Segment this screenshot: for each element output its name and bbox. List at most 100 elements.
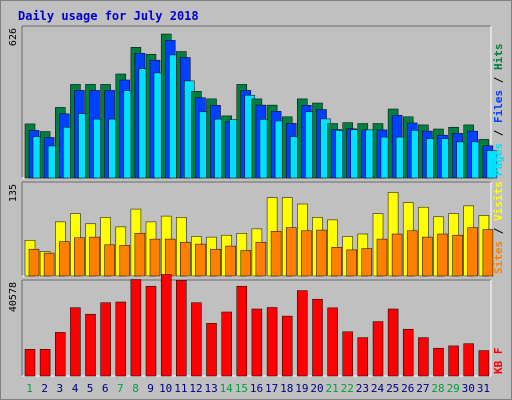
- bar-sites-day-24: [376, 238, 388, 277]
- bar-sites-day-20: [316, 229, 327, 277]
- bar-kb-f-day-3: [55, 332, 66, 377]
- x-tick-label-day-31: 31: [477, 382, 490, 395]
- bar-sites-day-5: [89, 236, 100, 277]
- bar-sites-day-4: [74, 237, 85, 277]
- bar-sites-day-3: [59, 241, 70, 277]
- panel-1-max-label: 626: [8, 28, 19, 46]
- bar-sites-day-15: [240, 250, 252, 277]
- bar-sites-day-22: [346, 249, 357, 277]
- bar-sites-day-14: [225, 245, 236, 277]
- bar-kb-f-day-10: [160, 274, 172, 377]
- legend-separator: /: [492, 70, 505, 90]
- x-tick-label-day-29: 29: [447, 382, 460, 395]
- x-tick-label-day-8: 8: [132, 382, 139, 395]
- bar-sites-day-2: [43, 252, 55, 277]
- x-tick-label-day-21: 21: [325, 382, 338, 395]
- bar-sites-day-25: [391, 233, 403, 277]
- bar-kb-f-day-2: [39, 349, 51, 377]
- bar-sites-day-13: [210, 248, 221, 277]
- bar-sites-day-23: [361, 248, 373, 277]
- x-tick-label-day-17: 17: [265, 382, 278, 395]
- x-tick-label-day-3: 3: [56, 382, 63, 395]
- bar-kb-f-day-17: [266, 307, 278, 377]
- legend-pages: Pages: [492, 143, 505, 176]
- bar-sites-day-18: [285, 227, 297, 277]
- bar-kb-f-day-5: [85, 313, 96, 377]
- legend-sites: Sites: [492, 241, 505, 274]
- x-tick-label-day-22: 22: [341, 382, 354, 395]
- panel-3-max-label: 40578: [8, 282, 19, 312]
- bar-kb-f-day-30: [463, 343, 474, 377]
- legend-separator: /: [492, 123, 505, 143]
- bar-sites-day-19: [301, 230, 312, 277]
- bar-sites-day-6: [104, 244, 115, 277]
- bar-sites-day-17: [270, 231, 282, 277]
- bar-kb-f-day-4: [70, 307, 81, 377]
- bar-kb-f-day-22: [342, 331, 353, 377]
- x-tick-label-day-18: 18: [280, 382, 293, 395]
- panel-2-max-label: 135: [8, 184, 19, 202]
- x-tick-label-day-11: 11: [174, 382, 187, 395]
- chart-title: Daily usage for July 2018: [18, 9, 199, 23]
- bar-kb-f-day-28: [433, 347, 444, 377]
- bar-kb-f-day-18: [281, 315, 293, 377]
- bar-kb-f-day-7: [115, 301, 127, 377]
- bar-sites-day-9: [149, 238, 161, 277]
- x-tick-label-day-5: 5: [87, 382, 94, 395]
- bar-kb-f-day-25: [387, 308, 399, 377]
- bar-sites-day-10: [164, 238, 176, 277]
- bar-kb-f-day-26: [402, 328, 414, 377]
- bar-sites-day-11: [180, 241, 191, 277]
- x-tick-label-day-1: 1: [26, 382, 33, 395]
- bar-kb-f-day-19: [297, 290, 308, 377]
- bar-kb-f-day-1: [24, 349, 36, 377]
- bar-sites-day-12: [195, 243, 206, 277]
- bar-kb-f-day-12: [191, 302, 202, 377]
- bar-kb-f-day-6: [100, 302, 111, 377]
- panel-2-legend: Sites / Visits: [492, 181, 505, 274]
- x-tick-label-day-13: 13: [204, 382, 217, 395]
- bar-kb-f-day-24: [372, 321, 384, 377]
- x-tick-label-day-2: 2: [41, 382, 48, 395]
- x-tick-label-day-16: 16: [250, 382, 263, 395]
- bar-kb-f-day-11: [176, 280, 187, 377]
- x-tick-label-day-4: 4: [72, 382, 79, 395]
- bar-sites-day-28: [437, 233, 448, 277]
- x-tick-label-day-19: 19: [295, 382, 308, 395]
- bar-kb-f-day-14: [221, 311, 232, 377]
- bar-kb-f-day-15: [236, 285, 248, 377]
- x-tick-label-day-28: 28: [431, 382, 444, 395]
- bar-kb-f-day-23: [357, 337, 369, 377]
- legend-visits: Visits: [492, 181, 505, 221]
- bar-kb-f-day-20: [312, 298, 323, 377]
- panel-1-legend: Pages / Files / Hits: [492, 44, 505, 177]
- x-tick-label-day-26: 26: [401, 382, 414, 395]
- x-tick-label-day-27: 27: [416, 382, 429, 395]
- bar-sites-day-26: [406, 230, 418, 277]
- bar-pages-day-31: [486, 150, 498, 179]
- bar-sites-day-31: [482, 229, 494, 277]
- bar-kb-f-day-8: [130, 279, 142, 377]
- legend-files: Files: [492, 90, 505, 123]
- bar-sites-day-27: [422, 236, 433, 277]
- bar-sites-day-1: [28, 248, 40, 277]
- bar-sites-day-21: [331, 247, 342, 277]
- x-tick-label-day-24: 24: [371, 382, 385, 395]
- legend-hits: Hits: [492, 44, 505, 71]
- x-tick-label-day-9: 9: [147, 382, 154, 395]
- x-tick-label-day-7: 7: [117, 382, 124, 395]
- bar-sites-day-29: [452, 234, 463, 277]
- bar-kb-f-day-9: [145, 285, 157, 377]
- panel-3-legend: KB F: [492, 348, 505, 375]
- x-tick-label-day-20: 20: [310, 382, 323, 395]
- bar-kb-f-day-13: [206, 323, 217, 377]
- x-tick-label-day-25: 25: [386, 382, 399, 395]
- bar-kb-f-day-21: [327, 307, 338, 377]
- x-tick-label-day-23: 23: [356, 382, 369, 395]
- bar-sites-day-7: [119, 245, 131, 277]
- x-tick-label-day-12: 12: [189, 382, 202, 395]
- bar-kb-f-day-31: [478, 350, 490, 377]
- bar-kb-f-day-29: [448, 345, 459, 377]
- bar-kb-f-day-27: [418, 337, 429, 377]
